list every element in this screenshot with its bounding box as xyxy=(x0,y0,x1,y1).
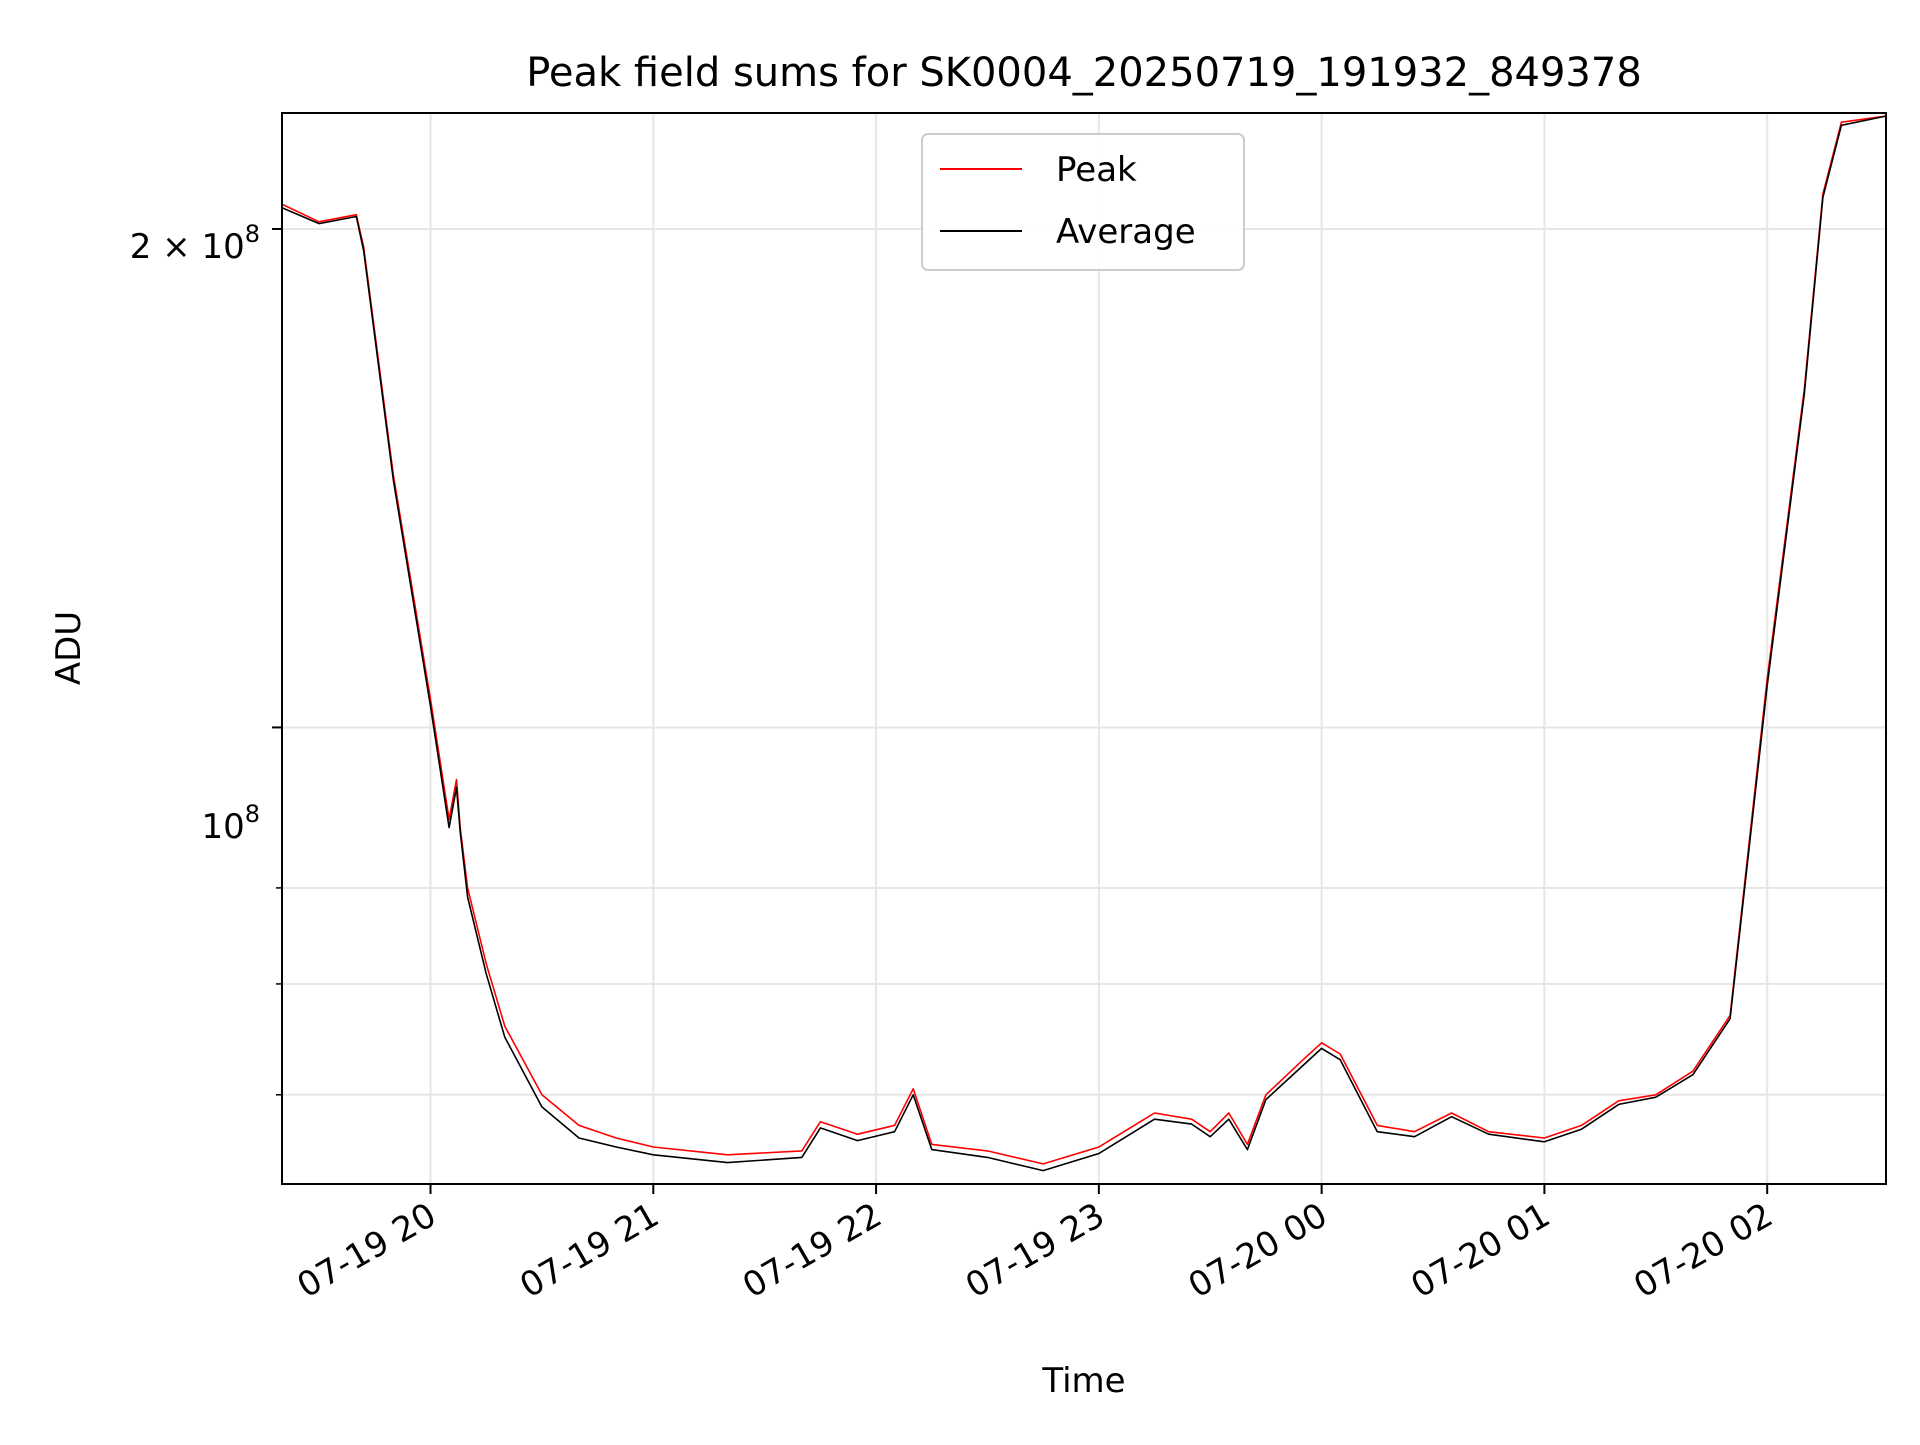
y-tick-label-1e8-exponent: 8 xyxy=(245,800,260,828)
y-tick-label-1e8-mantissa: 10 xyxy=(201,807,244,847)
series-layer xyxy=(282,115,1886,1172)
y-tick-label-1e8: 108 xyxy=(201,800,260,847)
legend-label-peak: Peak xyxy=(1056,150,1137,190)
series-line-average xyxy=(282,115,1886,1172)
y-tick-label-2e8: 2 × 108 xyxy=(130,220,260,267)
legend: Peak Average xyxy=(921,133,1245,271)
grid-lines xyxy=(282,113,1886,1184)
axis-ticks xyxy=(272,227,1769,1194)
legend-label-average: Average xyxy=(1056,212,1196,252)
y-tick-label-2e8-exponent: 8 xyxy=(245,220,260,248)
y-tick-label-2e8-mantissa: 2 × 10 xyxy=(130,227,245,267)
plot-frame xyxy=(281,112,1887,1185)
x-axis-label: Time xyxy=(1041,1361,1125,1401)
y-axis-label: ADU xyxy=(49,611,89,685)
chart-title: Peak field sums for SK0004_20250719_1919… xyxy=(526,50,1642,96)
